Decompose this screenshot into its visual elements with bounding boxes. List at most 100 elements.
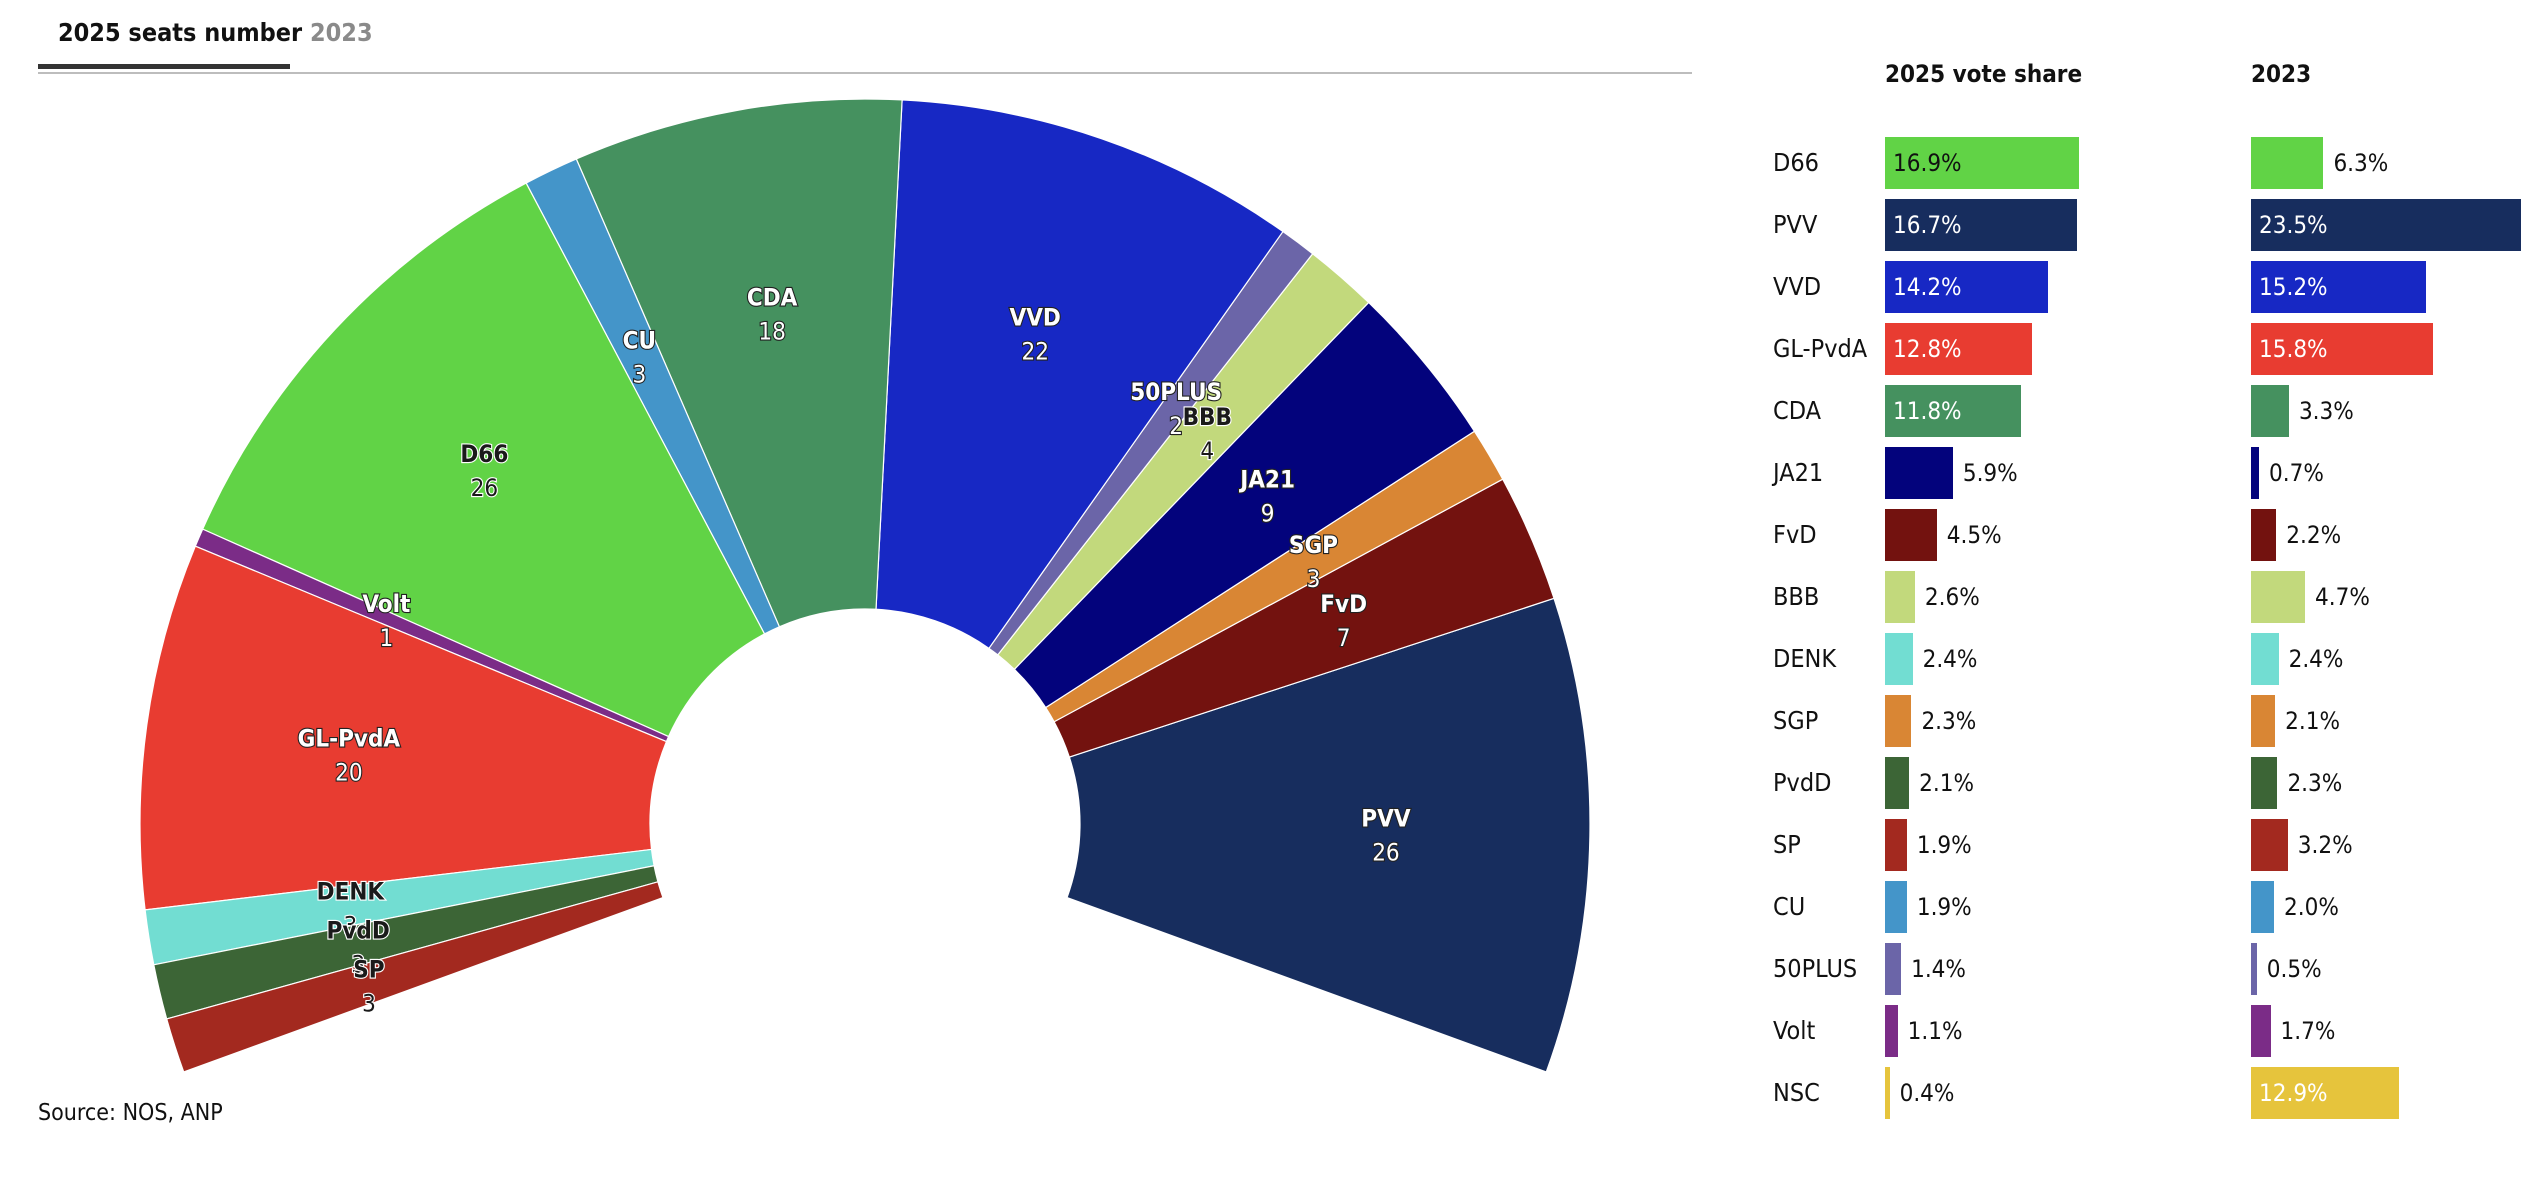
bar-2023: 3.3% xyxy=(2251,385,2354,437)
slice-label-denk: DENK xyxy=(317,878,386,906)
bar-2023-value: 4.7% xyxy=(2315,583,2370,611)
bar-2025: 5.9% xyxy=(1885,447,2018,499)
bar-2025-value: 1.1% xyxy=(1907,1017,1963,1045)
col-header-2025: 2025 vote share xyxy=(1885,60,2083,88)
vote-row-bbb: BBB 2.6% 4.7% xyxy=(1760,569,2542,625)
party-name: SP xyxy=(1773,830,1801,859)
bar-2023: 6.3% xyxy=(2251,137,2388,189)
slice-label-cda: CDA xyxy=(747,283,798,311)
slice-label-bbb: BBB xyxy=(1183,403,1232,431)
bar-2025-value: 1.9% xyxy=(1916,831,1972,859)
vote-row-ja21: JA21 5.9% 0.7% xyxy=(1760,445,2542,501)
slice-pvv[interactable] xyxy=(1066,597,1591,1073)
bar-2023: 2.2% xyxy=(2251,509,2341,561)
party-name: GL-PvdA xyxy=(1773,334,1868,363)
bar-2023-value: 15.8% xyxy=(2259,335,2328,363)
bar-2023-value: 3.3% xyxy=(2298,397,2354,425)
bar-2023: 12.9% xyxy=(2251,1067,2400,1119)
bar-2023: 0.7% xyxy=(2251,447,2324,499)
bar-2025: 2.6% xyxy=(1885,571,1980,623)
slice-seats-fvd: 7 xyxy=(1337,624,1351,652)
tab-2025-seats[interactable]: 2025 seats number xyxy=(58,18,303,47)
bar-2023-value: 0.7% xyxy=(2269,459,2324,487)
slice-seats-sp: 3 xyxy=(362,989,376,1017)
vote-row-gl-pvda: GL-PvdA 12.8% 15.8% xyxy=(1760,321,2542,377)
slice-label-pvv: PVV xyxy=(1361,804,1411,832)
party-name: JA21 xyxy=(1773,458,1824,487)
tab-bar: 2025 seats number 2023 xyxy=(38,0,1692,74)
party-name: FvD xyxy=(1773,520,1817,549)
bar-2025: 1.1% xyxy=(1885,1005,1962,1057)
slice-label-pvdd: PvdD xyxy=(327,917,390,945)
bar-2023: 4.7% xyxy=(2251,571,2370,623)
bar-2025-value: 2.3% xyxy=(1921,707,1977,735)
slice-sp[interactable] xyxy=(165,881,664,1073)
bar-2023-value: 0.5% xyxy=(2266,955,2322,983)
bar-2023-value: 1.7% xyxy=(2280,1017,2336,1045)
slice-seats-bbb: 4 xyxy=(1200,437,1214,465)
bar-2025: 14.2% xyxy=(1885,261,2049,313)
bar-2023: 2.0% xyxy=(2251,881,2339,933)
bar-2025-value: 1.4% xyxy=(1911,955,1966,983)
bar-2023-value: 23.5% xyxy=(2259,211,2328,239)
party-name: NSC xyxy=(1773,1078,1820,1107)
slice-label-sgp: SGP xyxy=(1289,531,1338,559)
slice-seats-ja21: 9 xyxy=(1261,499,1275,527)
bar-2025-value: 1.9% xyxy=(1916,893,1972,921)
bar-2023: 23.5% xyxy=(2251,199,2522,251)
tab-2023[interactable]: 2023 xyxy=(310,18,373,47)
party-name: 50PLUS xyxy=(1773,954,1858,983)
bar-2025-value: 5.9% xyxy=(1962,459,2018,487)
bar-2025: 2.4% xyxy=(1885,633,1977,685)
source-note: Source: NOS, ANP xyxy=(38,1100,223,1126)
slice-d66[interactable] xyxy=(201,182,766,738)
slice-label-sp: SP xyxy=(353,955,384,983)
bar-2025-value: 11.8% xyxy=(1893,397,1962,425)
vote-row-nsc: NSC 0.4% 12.9% xyxy=(1760,1065,2542,1121)
bar-2025: 1.9% xyxy=(1885,819,1972,871)
bar-2023-value: 2.1% xyxy=(2285,707,2340,735)
slice-seats-denk: 3 xyxy=(344,912,358,940)
vote-row-volt: Volt 1.1% 1.7% xyxy=(1760,1003,2542,1059)
slice-label-ja21: JA21 xyxy=(1238,465,1295,493)
bar-2023: 15.2% xyxy=(2251,261,2426,313)
bar-2025-value: 14.2% xyxy=(1893,273,1962,301)
bar-2025: 16.9% xyxy=(1885,137,2080,189)
slice-label-cu: CU xyxy=(623,326,656,354)
slice-label-fvd: FvD xyxy=(1320,590,1367,618)
col-header-2023: 2023 xyxy=(2251,60,2312,88)
bar-2023-value: 3.2% xyxy=(2297,831,2353,859)
bar-2023: 15.8% xyxy=(2251,323,2433,375)
bar-2025: 4.5% xyxy=(1885,509,2002,561)
bar-2025-value: 4.5% xyxy=(1946,521,2002,549)
slice-gl-pvda[interactable] xyxy=(139,545,668,911)
party-name: DENK xyxy=(1773,644,1837,673)
slice-label-d66: D66 xyxy=(460,440,508,468)
slice-vvd[interactable] xyxy=(875,99,1284,650)
slice-seats-cda: 18 xyxy=(758,317,785,345)
bar-2023: 3.2% xyxy=(2251,819,2353,871)
bar-2025-value: 2.6% xyxy=(1924,583,1980,611)
bar-2023: 0.5% xyxy=(2251,943,2322,995)
vote-row-cu: CU 1.9% 2.0% xyxy=(1760,879,2542,935)
slice-seats-d66: 26 xyxy=(471,474,498,502)
slice-seats-pvdd: 3 xyxy=(351,951,365,979)
bar-2025: 0.4% xyxy=(1885,1067,1954,1119)
slice-cda[interactable] xyxy=(575,98,903,628)
vote-row-vvd: VVD 14.2% 15.2% xyxy=(1760,259,2542,315)
bar-2025: 2.3% xyxy=(1885,695,1976,747)
bar-2023-value: 2.0% xyxy=(2284,893,2339,921)
bar-2025-value: 16.9% xyxy=(1893,149,1962,177)
bar-2025-value: 2.1% xyxy=(1919,769,1974,797)
vote-row-pvdd: PvdD 2.1% 2.3% xyxy=(1760,755,2542,811)
party-name: PvdD xyxy=(1773,768,1832,797)
bar-2025-value: 0.4% xyxy=(1899,1079,1955,1107)
bar-2023-value: 12.9% xyxy=(2259,1079,2328,1107)
bar-2023: 2.3% xyxy=(2251,757,2342,809)
slice-seats-volt: 1 xyxy=(380,624,394,652)
party-name: Volt xyxy=(1773,1016,1816,1045)
vote-row-sp: SP 1.9% 3.2% xyxy=(1760,817,2542,873)
vote-row-pvv: PVV 16.7% 23.5% xyxy=(1760,197,2542,253)
bar-2023-value: 6.3% xyxy=(2333,149,2389,177)
bar-2023-value: 15.2% xyxy=(2259,273,2328,301)
